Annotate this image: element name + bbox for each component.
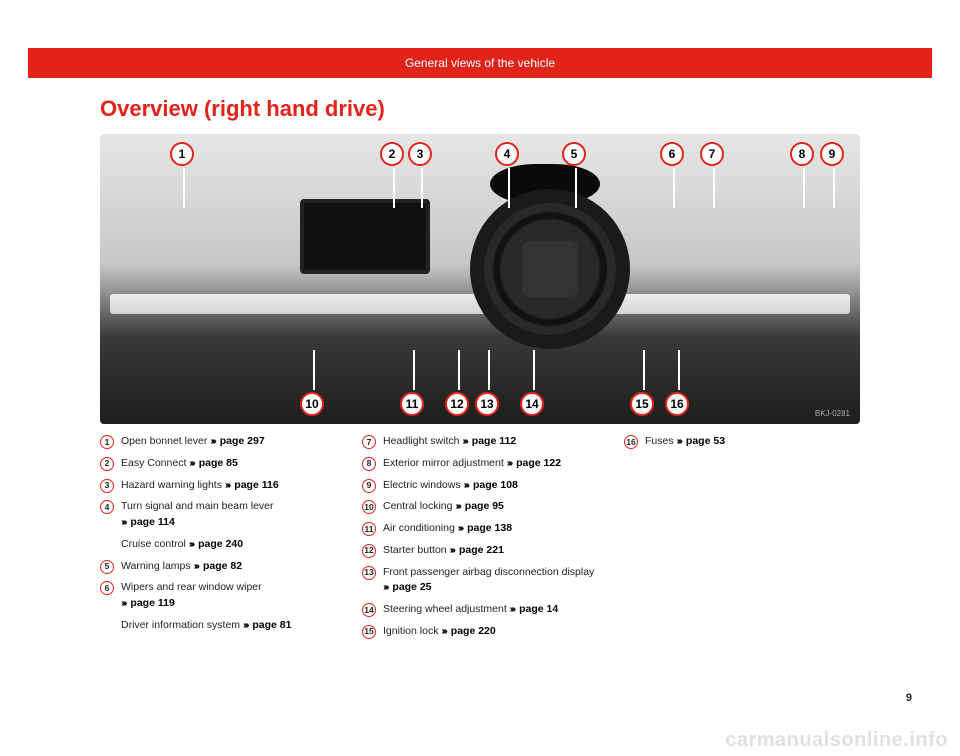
callout-1: 1 [170, 142, 194, 166]
legend-item-14: 14 Steering wheel adjustment ››› page 14 [362, 602, 598, 618]
callout-16: 16 [665, 392, 689, 416]
legend-num-3: 3 [100, 479, 114, 493]
legend-text-11: Air conditioning ››› page 138 [383, 521, 512, 537]
page-ref: ››› page 53 [677, 435, 726, 447]
legend-num-14: 14 [362, 603, 376, 617]
legend-item-12: 12 Starter button ››› page 221 [362, 543, 598, 559]
page-ref: ››› page 81 [243, 619, 292, 631]
legend-num-9: 9 [362, 479, 376, 493]
page-number: 9 [906, 692, 912, 704]
page-ref: ››› page 297 [210, 435, 264, 447]
page-ref: ››› page 122 [507, 457, 561, 469]
legend-item-5: 5 Warning lamps ››› page 82 [100, 559, 336, 575]
page-ref: ››› page 95 [455, 500, 504, 512]
steering-wheel-shape [470, 189, 630, 349]
page-ref: ››› page 240 [189, 538, 243, 550]
legend-item-9: 9 Electric windows ››› page 108 [362, 478, 598, 494]
legend-text-8: Exterior mirror adjustment ››› page 122 [383, 456, 561, 472]
legend-num-15: 15 [362, 625, 376, 639]
section-header-text: General views of the vehicle [405, 56, 555, 70]
callout-10: 10 [300, 392, 324, 416]
callout-13: 13 [475, 392, 499, 416]
callout-5: 5 [562, 142, 586, 166]
legend-item-1: 1 Open bonnet lever ››› page 297 [100, 434, 336, 450]
legend-item-4: 4 Turn signal and main beam lever››› page… [100, 499, 336, 531]
legend-text-10: Central locking ››› page 95 [383, 499, 504, 515]
legend-item-11: 11 Air conditioning ››› page 138 [362, 521, 598, 537]
legend-item-10: 10 Central locking ››› page 95 [362, 499, 598, 515]
page-ref: ››› page 138 [458, 522, 512, 534]
legend-text-1: Open bonnet lever ››› page 297 [121, 434, 265, 450]
legend-text-2: Easy Connect ››› page 85 [121, 456, 238, 472]
legend-text-13: Front passenger airbag disconnection dis… [383, 565, 598, 597]
legend-item-7: 7 Headlight switch ››› page 112 [362, 434, 598, 450]
callout-15: 15 [630, 392, 654, 416]
page-ref: ››› page 112 [462, 435, 516, 447]
callout-2: 2 [380, 142, 404, 166]
legend-num-6: 6 [100, 581, 114, 595]
page-ref: ››› page 116 [225, 479, 279, 491]
page-ref: ››› page 108 [464, 479, 518, 491]
legend-text-3: Hazard warning lights ››› page 116 [121, 478, 279, 494]
legend-num-1: 1 [100, 435, 114, 449]
legend-num-5: 5 [100, 560, 114, 574]
legend-item-6: 6 Wipers and rear window wiper››› page 11… [100, 580, 336, 612]
page-ref: ››› page 119 [121, 597, 175, 609]
legend-num-16: 16 [624, 435, 638, 449]
callout-11: 11 [400, 392, 424, 416]
page-ref: ››› page 114 [121, 516, 175, 528]
legend-text-15: Ignition lock ››› page 220 [383, 624, 496, 640]
legend-num-13: 13 [362, 566, 376, 580]
page-title: Overview (right hand drive) [100, 96, 960, 122]
legend-item-15: 15 Ignition lock ››› page 220 [362, 624, 598, 640]
page-ref: ››› page 82 [194, 560, 243, 572]
page-ref: ››› page 25 [383, 581, 432, 593]
page-ref: ››› page 85 [189, 457, 238, 469]
legend-num-8: 8 [362, 457, 376, 471]
legend-col-1: 1 Open bonnet lever ››› page 297 2 Easy Con… [100, 434, 336, 646]
legend-text-12: Starter button ››› page 221 [383, 543, 504, 559]
page-ref: ››› page 14 [510, 603, 559, 615]
legend-item-13: 13 Front passenger airbag disconnection d… [362, 565, 598, 597]
callout-8: 8 [790, 142, 814, 166]
callout-9: 9 [820, 142, 844, 166]
dashboard-figure: 123456789 10111213141516 BKJ-0281 [100, 134, 860, 424]
callout-4: 4 [495, 142, 519, 166]
legend-num-11: 11 [362, 522, 376, 536]
callout-12: 12 [445, 392, 469, 416]
legend-subitem: Cruise control ››› page 240 [121, 537, 336, 553]
legend-item-8: 8 Exterior mirror adjustment ››› page 122 [362, 456, 598, 472]
section-header: General views of the vehicle [28, 48, 932, 78]
legend-num-12: 12 [362, 544, 376, 558]
legend-num-7: 7 [362, 435, 376, 449]
steering-wheel-hub [522, 241, 578, 297]
legend-text-6: Wipers and rear window wiper››› page 119 [121, 580, 262, 612]
legend-text-16: Fuses ››› page 53 [645, 434, 725, 450]
callout-3: 3 [408, 142, 432, 166]
callout-7: 7 [700, 142, 724, 166]
legend-col-3: 16 Fuses ››› page 53 [624, 434, 860, 646]
callout-6: 6 [660, 142, 684, 166]
legend-text-4: Turn signal and main beam lever››› page … [121, 499, 274, 531]
legend-num-10: 10 [362, 500, 376, 514]
figure-reference: BKJ-0281 [815, 409, 850, 418]
legend-col-2: 7 Headlight switch ››› page 112 8 Exterior … [362, 434, 598, 646]
legend-item-2: 2 Easy Connect ››› page 85 [100, 456, 336, 472]
page-ref: ››› page 221 [450, 544, 504, 556]
legend-item-3: 3 Hazard warning lights ››› page 116 [100, 478, 336, 494]
legend: 1 Open bonnet lever ››› page 297 2 Easy Con… [100, 434, 860, 646]
legend-text-9: Electric windows ››› page 108 [383, 478, 518, 494]
legend-num-2: 2 [100, 457, 114, 471]
page-ref: ››› page 220 [441, 625, 495, 637]
legend-num-4: 4 [100, 500, 114, 514]
legend-text-7: Headlight switch ››› page 112 [383, 434, 516, 450]
legend-subitem: Driver information system ››› page 81 [121, 618, 336, 634]
watermark: carmanualsonline.info [725, 729, 948, 752]
legend-text-5: Warning lamps ››› page 82 [121, 559, 242, 575]
legend-text-14: Steering wheel adjustment ››› page 14 [383, 602, 558, 618]
infotainment-screen-shape [300, 199, 430, 274]
callout-14: 14 [520, 392, 544, 416]
legend-item-16: 16 Fuses ››› page 53 [624, 434, 860, 450]
